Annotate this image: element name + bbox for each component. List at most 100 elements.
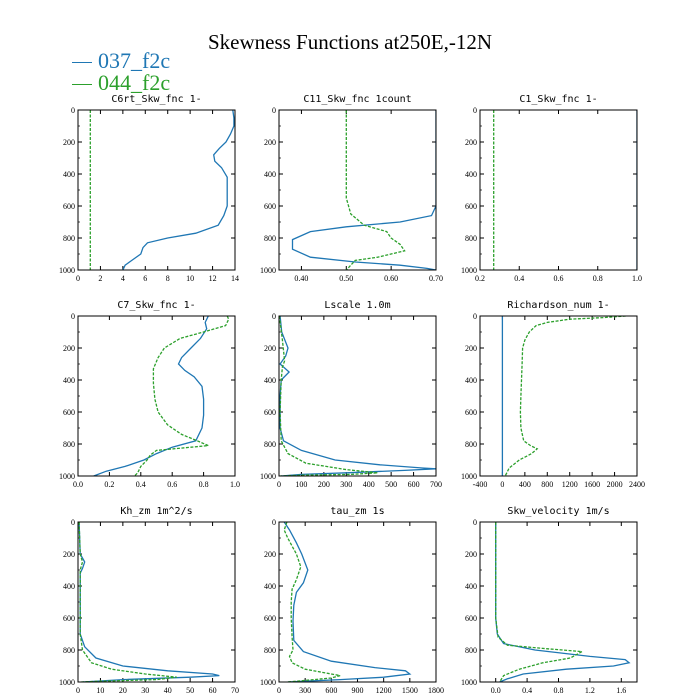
y-tick-label: 1000: [461, 678, 477, 687]
panel-frame: [278, 315, 437, 477]
x-tick-label: 10: [96, 686, 104, 695]
y-tick-label: 600: [264, 614, 276, 623]
panel-6: Richardson_num 1- 0 200 400 600 800 1000-400 0 4…: [461, 300, 645, 489]
y-tick-label: 400: [465, 170, 477, 179]
y-tick-label: 1000: [59, 266, 75, 275]
x-tick-label: 1800: [428, 686, 444, 695]
y-tick-label: 400: [264, 582, 276, 591]
y-tick-label: 1000: [461, 472, 477, 481]
y-tick-label: 0: [473, 106, 477, 115]
x-tick-label: 0.40: [294, 274, 308, 283]
panel-frame: [77, 521, 236, 683]
y-tick-label: 400: [264, 170, 276, 179]
y-tick-label: 400: [63, 582, 75, 591]
legend-swatch-037: [72, 62, 92, 64]
x-tick-label: 0.6: [167, 480, 177, 489]
x-tick-label: 500: [385, 480, 397, 489]
x-tick-label: 700: [430, 480, 442, 489]
legend-item-037: 037_f2c: [72, 48, 170, 74]
x-tick-label: 0.50: [339, 274, 353, 283]
x-tick-label: 0.4: [136, 480, 146, 489]
x-tick-label: 0.2: [475, 274, 485, 283]
y-tick-label: 600: [465, 408, 477, 417]
series-line-044_f2c: [78, 522, 177, 682]
x-tick-label: 400: [519, 480, 531, 489]
series-line-044_f2c: [345, 110, 406, 270]
x-tick-label: 1.6: [616, 686, 626, 695]
chart-title: Skewness Functions at250E,-12N: [207, 30, 493, 54]
y-tick-label: 200: [264, 138, 276, 147]
panel-title: C11_Skw_fnc 1count: [303, 94, 411, 105]
y-tick-label: 200: [63, 138, 75, 147]
x-tick-label: 1600: [584, 480, 600, 489]
y-tick-label: 800: [465, 234, 477, 243]
panel-frame: [77, 315, 236, 477]
y-tick-label: 600: [264, 202, 276, 211]
y-tick-label: 0: [71, 106, 75, 115]
x-tick-label: 200: [318, 480, 330, 489]
y-tick-label: 200: [465, 344, 477, 353]
y-tick-label: 800: [63, 234, 75, 243]
x-tick-label: 1.2: [585, 686, 595, 695]
x-tick-label: 0: [76, 686, 80, 695]
panel-title: tau_zm 1s: [330, 506, 384, 517]
y-tick-label: 600: [465, 202, 477, 211]
y-tick-label: 0: [71, 312, 75, 321]
panel-title: Skw_velocity 1m/s: [507, 506, 609, 517]
x-tick-label: 0.8: [593, 274, 603, 283]
x-tick-label: 10: [186, 274, 194, 283]
panel-frame: [278, 109, 437, 271]
x-tick-label: -400: [473, 480, 488, 489]
x-tick-label: 0.0: [491, 686, 501, 695]
y-tick-label: 800: [264, 440, 276, 449]
panel-title: Kh_zm 1m^2/s: [120, 506, 192, 517]
y-tick-label: 400: [63, 170, 75, 179]
y-tick-label: 200: [465, 138, 477, 147]
panel-frame: [77, 109, 236, 271]
y-tick-label: 200: [465, 550, 477, 559]
y-tick-label: 600: [264, 408, 276, 417]
y-tick-label: 800: [63, 440, 75, 449]
series-line-037_f2c: [279, 316, 436, 476]
y-tick-label: 0: [473, 312, 477, 321]
x-tick-label: 1500: [402, 686, 418, 695]
x-tick-label: 0.2: [104, 480, 114, 489]
x-tick-label: 40: [164, 686, 172, 695]
y-tick-label: 1000: [260, 266, 276, 275]
series-line-044_f2c: [279, 316, 378, 476]
y-tick-label: 0: [272, 106, 276, 115]
x-tick-label: 70: [231, 686, 239, 695]
series-line-044_f2c: [134, 316, 230, 476]
x-tick-label: 4: [121, 274, 125, 283]
x-tick-label: 1.0: [632, 274, 642, 283]
y-tick-label: 0: [71, 518, 75, 527]
y-tick-label: 200: [264, 550, 276, 559]
x-tick-label: 50: [186, 686, 194, 695]
x-tick-label: 0.6: [554, 274, 564, 283]
legend-item-044: 044_f2c: [72, 70, 170, 96]
series-line-037_f2c: [495, 522, 631, 682]
series-line-037_f2c: [78, 522, 220, 682]
x-tick-label: 900: [352, 686, 364, 695]
series-line-037_f2c: [283, 522, 412, 682]
y-tick-label: 1000: [59, 678, 75, 687]
y-tick-label: 800: [63, 646, 75, 655]
x-tick-label: 0: [277, 686, 281, 695]
panel-title: C6rt_Skw_fnc 1-: [111, 94, 201, 105]
x-tick-label: 800: [541, 480, 553, 489]
x-tick-label: 8: [166, 274, 170, 283]
x-tick-label: 20: [119, 686, 127, 695]
panel-frame: [479, 315, 638, 477]
x-tick-label: 2400: [629, 480, 645, 489]
x-tick-label: 0.0: [73, 480, 83, 489]
series-line-044_f2c: [495, 522, 585, 682]
legend-label-037: 037_f2c: [98, 48, 171, 73]
y-tick-label: 800: [465, 646, 477, 655]
series-line-044_f2c: [283, 522, 341, 682]
x-tick-label: 400: [363, 480, 375, 489]
y-tick-label: 1000: [461, 266, 477, 275]
